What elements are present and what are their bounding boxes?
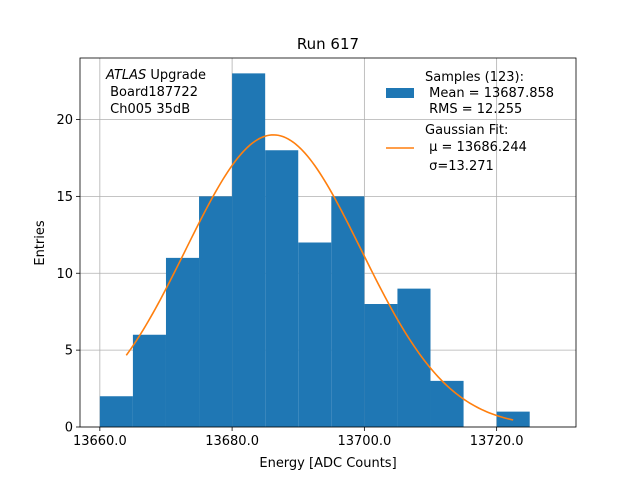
y-axis: 0 5 10 15 20 xyxy=(56,113,80,436)
x-axis-label: Energy [ADC Counts] xyxy=(259,456,396,471)
histogram-bar xyxy=(132,334,166,427)
plot-frame xyxy=(79,57,577,428)
x-axis: 13660.0 13680.0 13700.0 13720.0 xyxy=(73,427,524,449)
annotation-line-3: Ch005 35dB xyxy=(106,102,190,117)
x-tick-label: 13680.0 xyxy=(205,434,259,449)
annotation-atlas: ATLAS xyxy=(105,68,146,83)
y-tick-label: 5 xyxy=(65,344,73,359)
histogram-bar xyxy=(298,242,332,427)
legend-fit-line-3: σ=13.271 xyxy=(425,159,494,174)
histogram-bar xyxy=(165,257,200,427)
legend-fit-line-2: μ = 13686.244 xyxy=(425,140,527,155)
legend-fit-line-1: Gaussian Fit: xyxy=(425,123,508,138)
legend-samples-line-2: Mean = 13687.858 xyxy=(425,86,554,101)
gaussian-fit-curve xyxy=(125,134,514,421)
y-tick-label: 15 xyxy=(56,190,73,205)
annotation-box: ATLAS Upgrade Board187722 Ch005 35dB xyxy=(105,68,206,117)
histogram-bars xyxy=(99,73,530,427)
y-tick-label: 20 xyxy=(56,113,73,128)
histogram-bar xyxy=(199,196,233,427)
legend-swatch-samples xyxy=(386,88,414,98)
histogram-bar xyxy=(430,380,464,427)
annotation-line-2: Board187722 xyxy=(106,85,198,100)
x-tick-label: 13660.0 xyxy=(73,434,127,449)
y-tick-label: 10 xyxy=(56,267,73,282)
histogram-bar xyxy=(265,150,299,427)
y-tick-label: 0 xyxy=(65,421,73,436)
histogram-bar xyxy=(364,304,398,427)
histogram-bar xyxy=(397,288,431,427)
gaussian-fit xyxy=(125,134,514,421)
annotation-upgrade: Upgrade xyxy=(146,68,206,83)
annotation-line-1: ATLAS Upgrade xyxy=(105,68,206,83)
legend-samples-line-3: RMS = 12.255 xyxy=(425,102,522,117)
x-tick-label: 13720.0 xyxy=(470,434,524,449)
y-axis-label: Entries xyxy=(33,220,48,266)
legend: Samples (123): Mean = 13687.858 RMS = 12… xyxy=(386,70,554,174)
histogram-bar xyxy=(232,73,266,427)
histogram-bar xyxy=(99,396,133,427)
legend-samples-line-1: Samples (123): xyxy=(425,70,524,85)
histogram-bar xyxy=(331,196,365,427)
chart-title: Run 617 xyxy=(297,35,359,53)
x-tick-label: 13700.0 xyxy=(337,434,391,449)
